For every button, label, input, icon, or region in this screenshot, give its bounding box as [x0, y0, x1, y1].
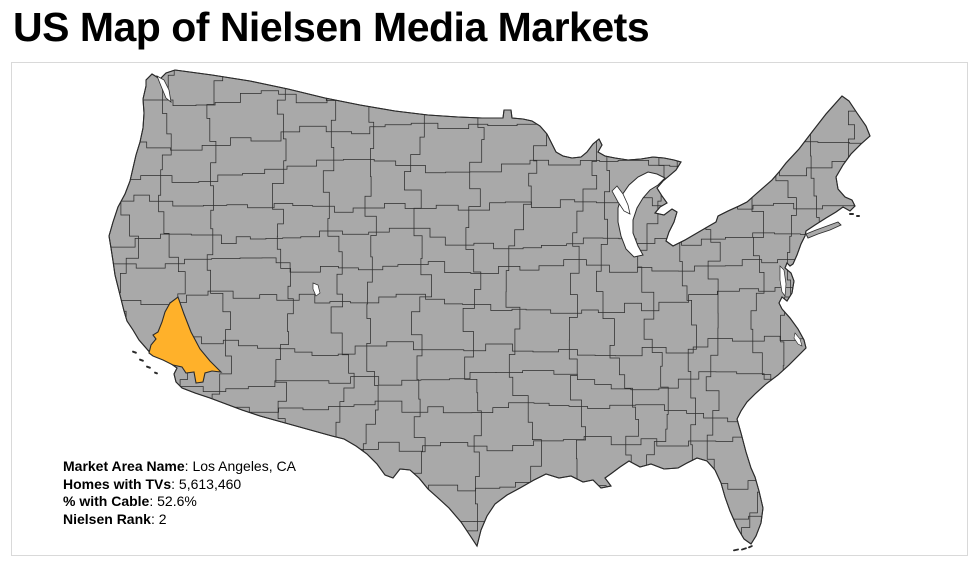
long-island-shape: [805, 221, 842, 239]
tooltip-value: Los Angeles, CA: [192, 458, 296, 474]
green-bay-shape: [611, 185, 631, 215]
puget-sound-shape: [156, 75, 172, 103]
pamlico-sound-shape: [793, 332, 803, 347]
chesapeake-bay-shape: [779, 265, 787, 297]
tooltip-value: 52.6%: [157, 493, 197, 509]
tooltip-row: Homes with TVs: 5,613,460: [63, 475, 242, 492]
page-title: US Map of Nielsen Media Markets: [13, 4, 650, 50]
tooltip-label: Market Area Name: [63, 458, 185, 474]
tooltip-label: Nielsen Rank: [63, 510, 151, 527]
tooltip-label: Homes with TVs: [63, 475, 172, 492]
tooltip-label: % with Cable: [63, 493, 150, 509]
tooltip-row: Market Area Name: Los Angeles, CA: [63, 458, 296, 474]
florida-keys: [733, 545, 753, 552]
tooltip-row: Nielsen Rank: 2: [63, 510, 167, 527]
tooltip-value: 5,613,460: [178, 475, 242, 492]
tooltip-value: 2: [158, 510, 167, 527]
great-salt-lake-shape: [312, 282, 321, 297]
tooltip: Market Area Name: Los Angeles, CA Homes w…: [63, 458, 296, 528]
market-region-los-angeles[interactable]: [148, 296, 223, 384]
tooltip-row: % with Cable: 52.6%: [63, 493, 197, 509]
channel-islands: [132, 350, 158, 375]
northeast-islands: [849, 213, 860, 217]
map-panel: Market Area Name: Los Angeles, CA Homes w…: [11, 62, 968, 556]
